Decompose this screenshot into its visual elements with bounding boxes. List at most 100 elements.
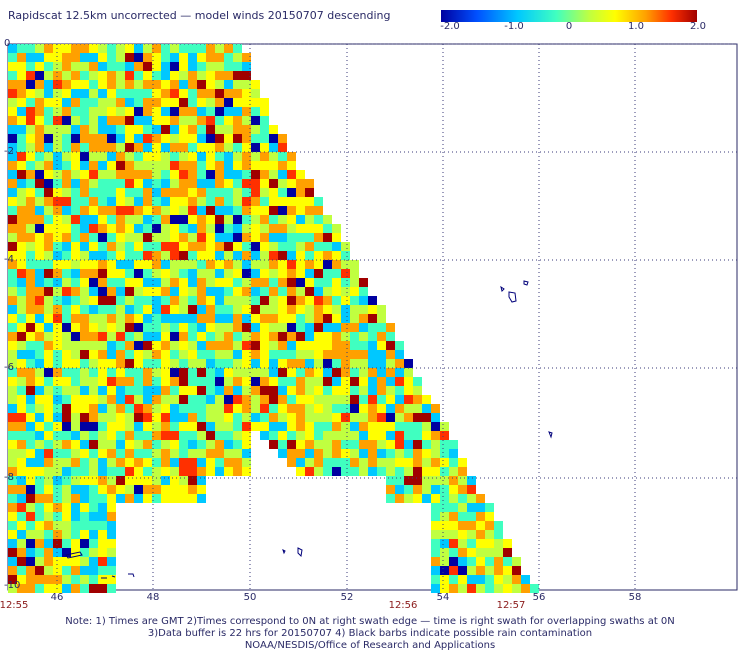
wind-diff-cell — [287, 368, 296, 377]
wind-diff-cell — [8, 161, 17, 170]
wind-diff-cell — [404, 395, 413, 404]
wind-diff-cell — [89, 422, 98, 431]
wind-diff-cell — [404, 404, 413, 413]
wind-diff-cell — [107, 341, 116, 350]
wind-diff-cell — [71, 449, 80, 458]
wind-diff-cell — [116, 377, 125, 386]
wind-diff-cell — [44, 557, 53, 566]
wind-diff-cell — [278, 287, 287, 296]
wind-diff-cell — [98, 107, 107, 116]
wind-diff-cell — [386, 458, 395, 467]
wind-diff-cell — [233, 287, 242, 296]
wind-diff-cell — [206, 179, 215, 188]
wind-diff-cell — [314, 224, 323, 233]
wind-diff-cell — [26, 314, 35, 323]
wind-diff-cell — [170, 494, 179, 503]
wind-diff-cell — [17, 215, 26, 224]
wind-diff-cell — [26, 548, 35, 557]
wind-diff-cell — [422, 404, 431, 413]
wind-diff-cell — [89, 215, 98, 224]
wind-diff-cell — [395, 449, 404, 458]
wind-diff-cell — [242, 404, 251, 413]
wind-diff-cell — [179, 116, 188, 125]
wind-diff-cell — [350, 269, 359, 278]
wind-diff-cell — [296, 404, 305, 413]
wind-diff-cell — [179, 80, 188, 89]
wind-diff-cell — [386, 323, 395, 332]
wind-diff-cell — [116, 341, 125, 350]
wind-diff-cell — [305, 368, 314, 377]
wind-diff-cell — [188, 44, 197, 53]
wind-diff-cell — [17, 449, 26, 458]
wind-diff-cell — [215, 53, 224, 62]
wind-diff-cell — [350, 386, 359, 395]
wind-diff-cell — [80, 233, 89, 242]
wind-diff-cell — [305, 296, 314, 305]
wind-diff-cell — [260, 350, 269, 359]
wind-diff-cell — [188, 422, 197, 431]
wind-diff-cell — [161, 44, 170, 53]
wind-diff-cell — [62, 80, 71, 89]
wind-diff-cell — [170, 53, 179, 62]
wind-diff-cell — [80, 98, 89, 107]
wind-diff-cell — [125, 242, 134, 251]
wind-diff-cell — [431, 476, 440, 485]
wind-diff-cell — [233, 305, 242, 314]
wind-diff-cell — [143, 485, 152, 494]
wind-diff-cell — [35, 323, 44, 332]
wind-diff-cell — [152, 125, 161, 134]
wind-diff-cell — [377, 440, 386, 449]
wind-diff-cell — [467, 575, 476, 584]
wind-diff-cell — [134, 107, 143, 116]
wind-diff-cell — [8, 296, 17, 305]
wind-diff-cell — [8, 188, 17, 197]
wind-diff-cell — [278, 260, 287, 269]
wind-diff-cell — [206, 206, 215, 215]
wind-diff-cell — [179, 305, 188, 314]
wind-diff-cell — [413, 449, 422, 458]
wind-diff-cell — [26, 557, 35, 566]
wind-diff-cell — [62, 53, 71, 62]
wind-diff-cell — [260, 287, 269, 296]
wind-diff-cell — [251, 134, 260, 143]
wind-diff-cell — [377, 395, 386, 404]
wind-diff-cell — [161, 152, 170, 161]
wind-diff-cell — [161, 287, 170, 296]
colorbar-label-max: 2.0 — [690, 21, 706, 32]
wind-diff-cell — [8, 494, 17, 503]
wind-diff-cell — [206, 215, 215, 224]
wind-diff-cell — [314, 296, 323, 305]
wind-diff-cell — [278, 440, 287, 449]
wind-diff-cell — [224, 431, 233, 440]
wind-diff-cell — [224, 215, 233, 224]
wind-diff-cell — [449, 557, 458, 566]
wind-diff-cell — [233, 422, 242, 431]
wind-diff-cell — [62, 395, 71, 404]
wind-diff-cell — [107, 233, 116, 242]
wind-diff-cell — [422, 422, 431, 431]
wind-diff-cell — [215, 314, 224, 323]
wind-diff-cell — [116, 449, 125, 458]
wind-diff-cell — [296, 197, 305, 206]
wind-diff-cell — [296, 440, 305, 449]
wind-diff-cell — [53, 179, 62, 188]
wind-diff-cell — [467, 476, 476, 485]
wind-diff-cell — [422, 458, 431, 467]
wind-diff-cell — [152, 197, 161, 206]
wind-diff-cell — [125, 278, 134, 287]
wind-diff-cell — [89, 404, 98, 413]
wind-diff-cell — [350, 440, 359, 449]
wind-diff-cell — [512, 575, 521, 584]
wind-diff-cell — [323, 332, 332, 341]
wind-diff-cell — [35, 332, 44, 341]
wind-diff-cell — [116, 287, 125, 296]
wind-diff-cell — [89, 359, 98, 368]
wind-diff-cell — [134, 170, 143, 179]
wind-diff-cell — [26, 341, 35, 350]
wind-diff-cell — [44, 278, 53, 287]
wind-diff-cell — [251, 305, 260, 314]
wind-diff-cell — [332, 467, 341, 476]
wind-diff-cell — [215, 377, 224, 386]
wind-diff-cell — [116, 206, 125, 215]
wind-diff-cell — [71, 323, 80, 332]
